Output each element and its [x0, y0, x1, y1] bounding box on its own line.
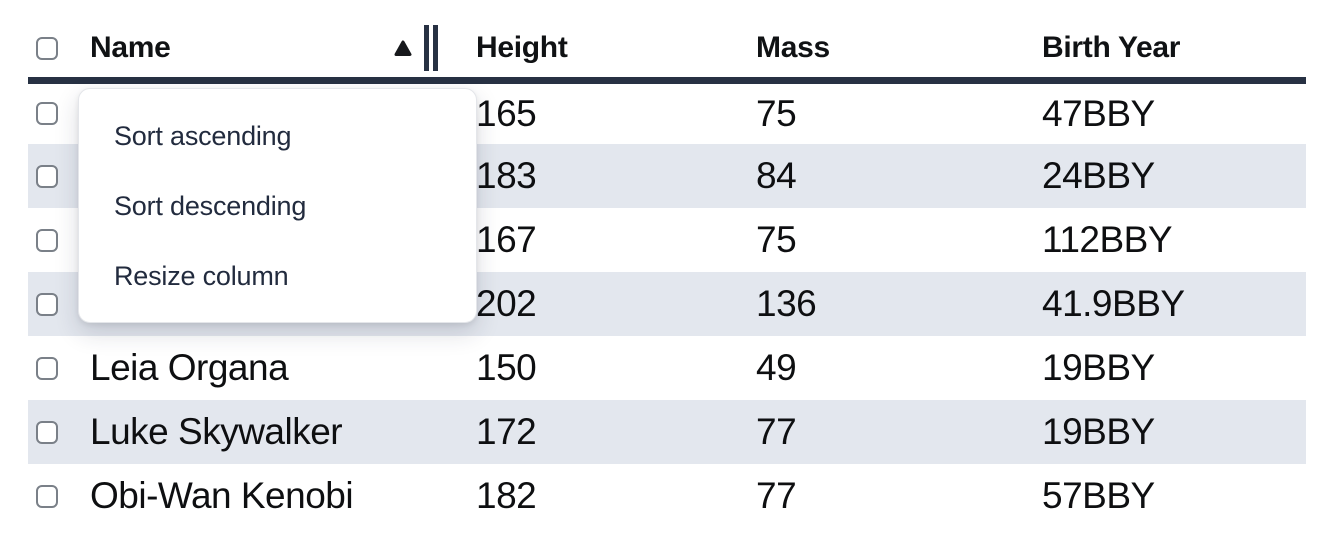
cell-birth-year: 19BBY — [1042, 347, 1155, 388]
column-header-birth-year[interactable]: Birth Year — [1006, 0, 1306, 84]
table-row: 167 75 112BBY — [28, 208, 1306, 272]
row-checkbox[interactable] — [36, 484, 58, 508]
cell-height: 183 — [476, 155, 537, 196]
row-checkbox[interactable] — [36, 356, 58, 380]
select-all-checkbox[interactable] — [36, 36, 58, 60]
select-all-cell — [28, 0, 76, 84]
row-checkbox[interactable] — [36, 164, 58, 188]
row-select-cell — [28, 400, 76, 464]
table-row: Leia Organa 150 49 19BBY — [28, 336, 1306, 400]
table-row: Obi-Wan Kenobi 182 77 57BBY — [28, 464, 1306, 509]
cell-mass: 136 — [756, 283, 817, 324]
column-header-name[interactable]: Name — [76, 0, 440, 84]
column-label-name: Name — [90, 31, 171, 65]
table-row: Luke Skywalker 172 77 19BBY — [28, 400, 1306, 464]
sort-ascending-icon — [394, 40, 412, 56]
row-checkbox[interactable] — [36, 102, 58, 126]
menu-item-resize-column[interactable]: Resize column — [114, 260, 289, 291]
row-select-cell — [28, 464, 76, 509]
cell-birth-year: 47BBY — [1042, 92, 1155, 134]
column-menu: Sort ascending Sort descending Resize co… — [78, 88, 477, 323]
cell-mass: 84 — [756, 155, 797, 196]
cell-mass: 75 — [756, 219, 797, 260]
cell-birth-year: 41.9BBY — [1042, 283, 1185, 324]
row-checkbox[interactable] — [36, 420, 58, 444]
cell-height: 150 — [476, 347, 537, 388]
cell-height: 165 — [476, 92, 537, 134]
menu-item-sort-descending[interactable]: Sort descending — [114, 190, 307, 221]
row-select-cell — [28, 144, 76, 208]
table-row: 165 75 47BBY — [28, 80, 1306, 144]
row-select-cell — [28, 272, 76, 336]
cell-height: 172 — [476, 411, 537, 452]
cell-name: Obi-Wan Kenobi — [90, 475, 354, 509]
row-select-cell — [28, 80, 76, 144]
row-checkbox[interactable] — [36, 292, 58, 316]
menu-item-sort-ascending[interactable]: Sort ascending — [114, 120, 292, 151]
column-header-mass[interactable]: Mass — [720, 0, 1006, 84]
header-row: Name Height Mass Birth Year — [28, 0, 1306, 84]
cell-name: Luke Skywalker — [90, 411, 343, 452]
column-resize-handle[interactable] — [424, 25, 438, 72]
row-select-cell — [28, 336, 76, 400]
cell-birth-year: 19BBY — [1042, 411, 1155, 452]
cell-mass: 77 — [756, 475, 797, 509]
cell-birth-year: 112BBY — [1042, 219, 1173, 260]
row-select-cell — [28, 208, 76, 272]
column-header-height[interactable]: Height — [440, 0, 720, 84]
cell-mass: 75 — [756, 92, 797, 134]
cell-birth-year: 57BBY — [1042, 475, 1155, 509]
cell-birth-year: 24BBY — [1042, 155, 1155, 196]
cell-height: 182 — [476, 475, 537, 509]
row-checkbox[interactable] — [36, 228, 58, 252]
cell-height: 167 — [476, 219, 537, 260]
cell-mass: 77 — [756, 411, 797, 452]
cell-mass: 49 — [756, 347, 797, 388]
cell-name: Leia Organa — [90, 347, 289, 388]
cell-height: 202 — [476, 283, 537, 324]
table-header: Name Height Mass Birth Year — [28, 0, 1306, 84]
